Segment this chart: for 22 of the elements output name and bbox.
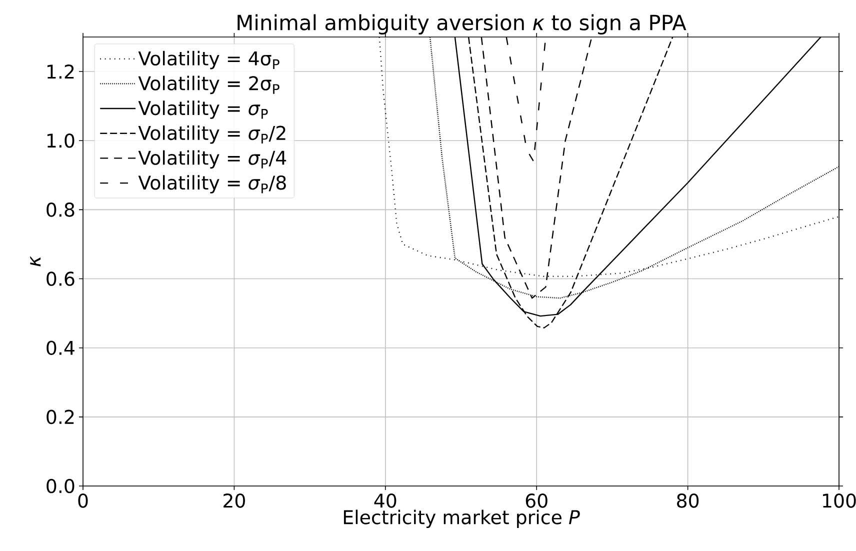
- x-tick-label: 40: [374, 494, 396, 508]
- y-axis-title: κ: [30, 256, 41, 266]
- x-tick-label: 20: [224, 494, 245, 508]
- y-tick-label: 0.6: [46, 272, 74, 286]
- y-tick-label: 0.0: [46, 478, 74, 494]
- x-tick-label: 80: [677, 494, 699, 508]
- legend-label: Volatility = 2σ$_{P}$: [138, 76, 280, 94]
- chart-title: Minimal ambiguity aversion κ to sign a PPA: [238, 14, 686, 34]
- y-tick-label: 0.8: [46, 202, 74, 217]
- x-tick-label: 100: [823, 494, 856, 508]
- legend-label: Volatility = σ$_{P}$/8: [138, 175, 286, 194]
- legend-label: Volatility = σ$_{P}$: [138, 100, 268, 119]
- legend-label: Volatility = σ$_{P}$/2: [138, 125, 286, 144]
- x-tick-label: 0: [78, 494, 88, 508]
- y-tick-label: 0.4: [46, 340, 74, 355]
- y-tick-label: 1.2: [47, 64, 74, 79]
- x-axis-title: Electricity market price P: [344, 510, 580, 528]
- legend-label: Volatility = 4σ$_{P}$: [138, 50, 280, 70]
- y-tick-label: 0.2: [46, 410, 74, 424]
- y-tick-label: 1.0: [47, 133, 74, 148]
- x-tick-label: 60: [526, 494, 548, 508]
- legend-label: Volatility = σ$_{P}$/4: [138, 150, 286, 169]
